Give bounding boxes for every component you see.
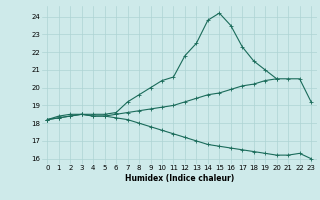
X-axis label: Humidex (Indice chaleur): Humidex (Indice chaleur) — [124, 174, 234, 183]
